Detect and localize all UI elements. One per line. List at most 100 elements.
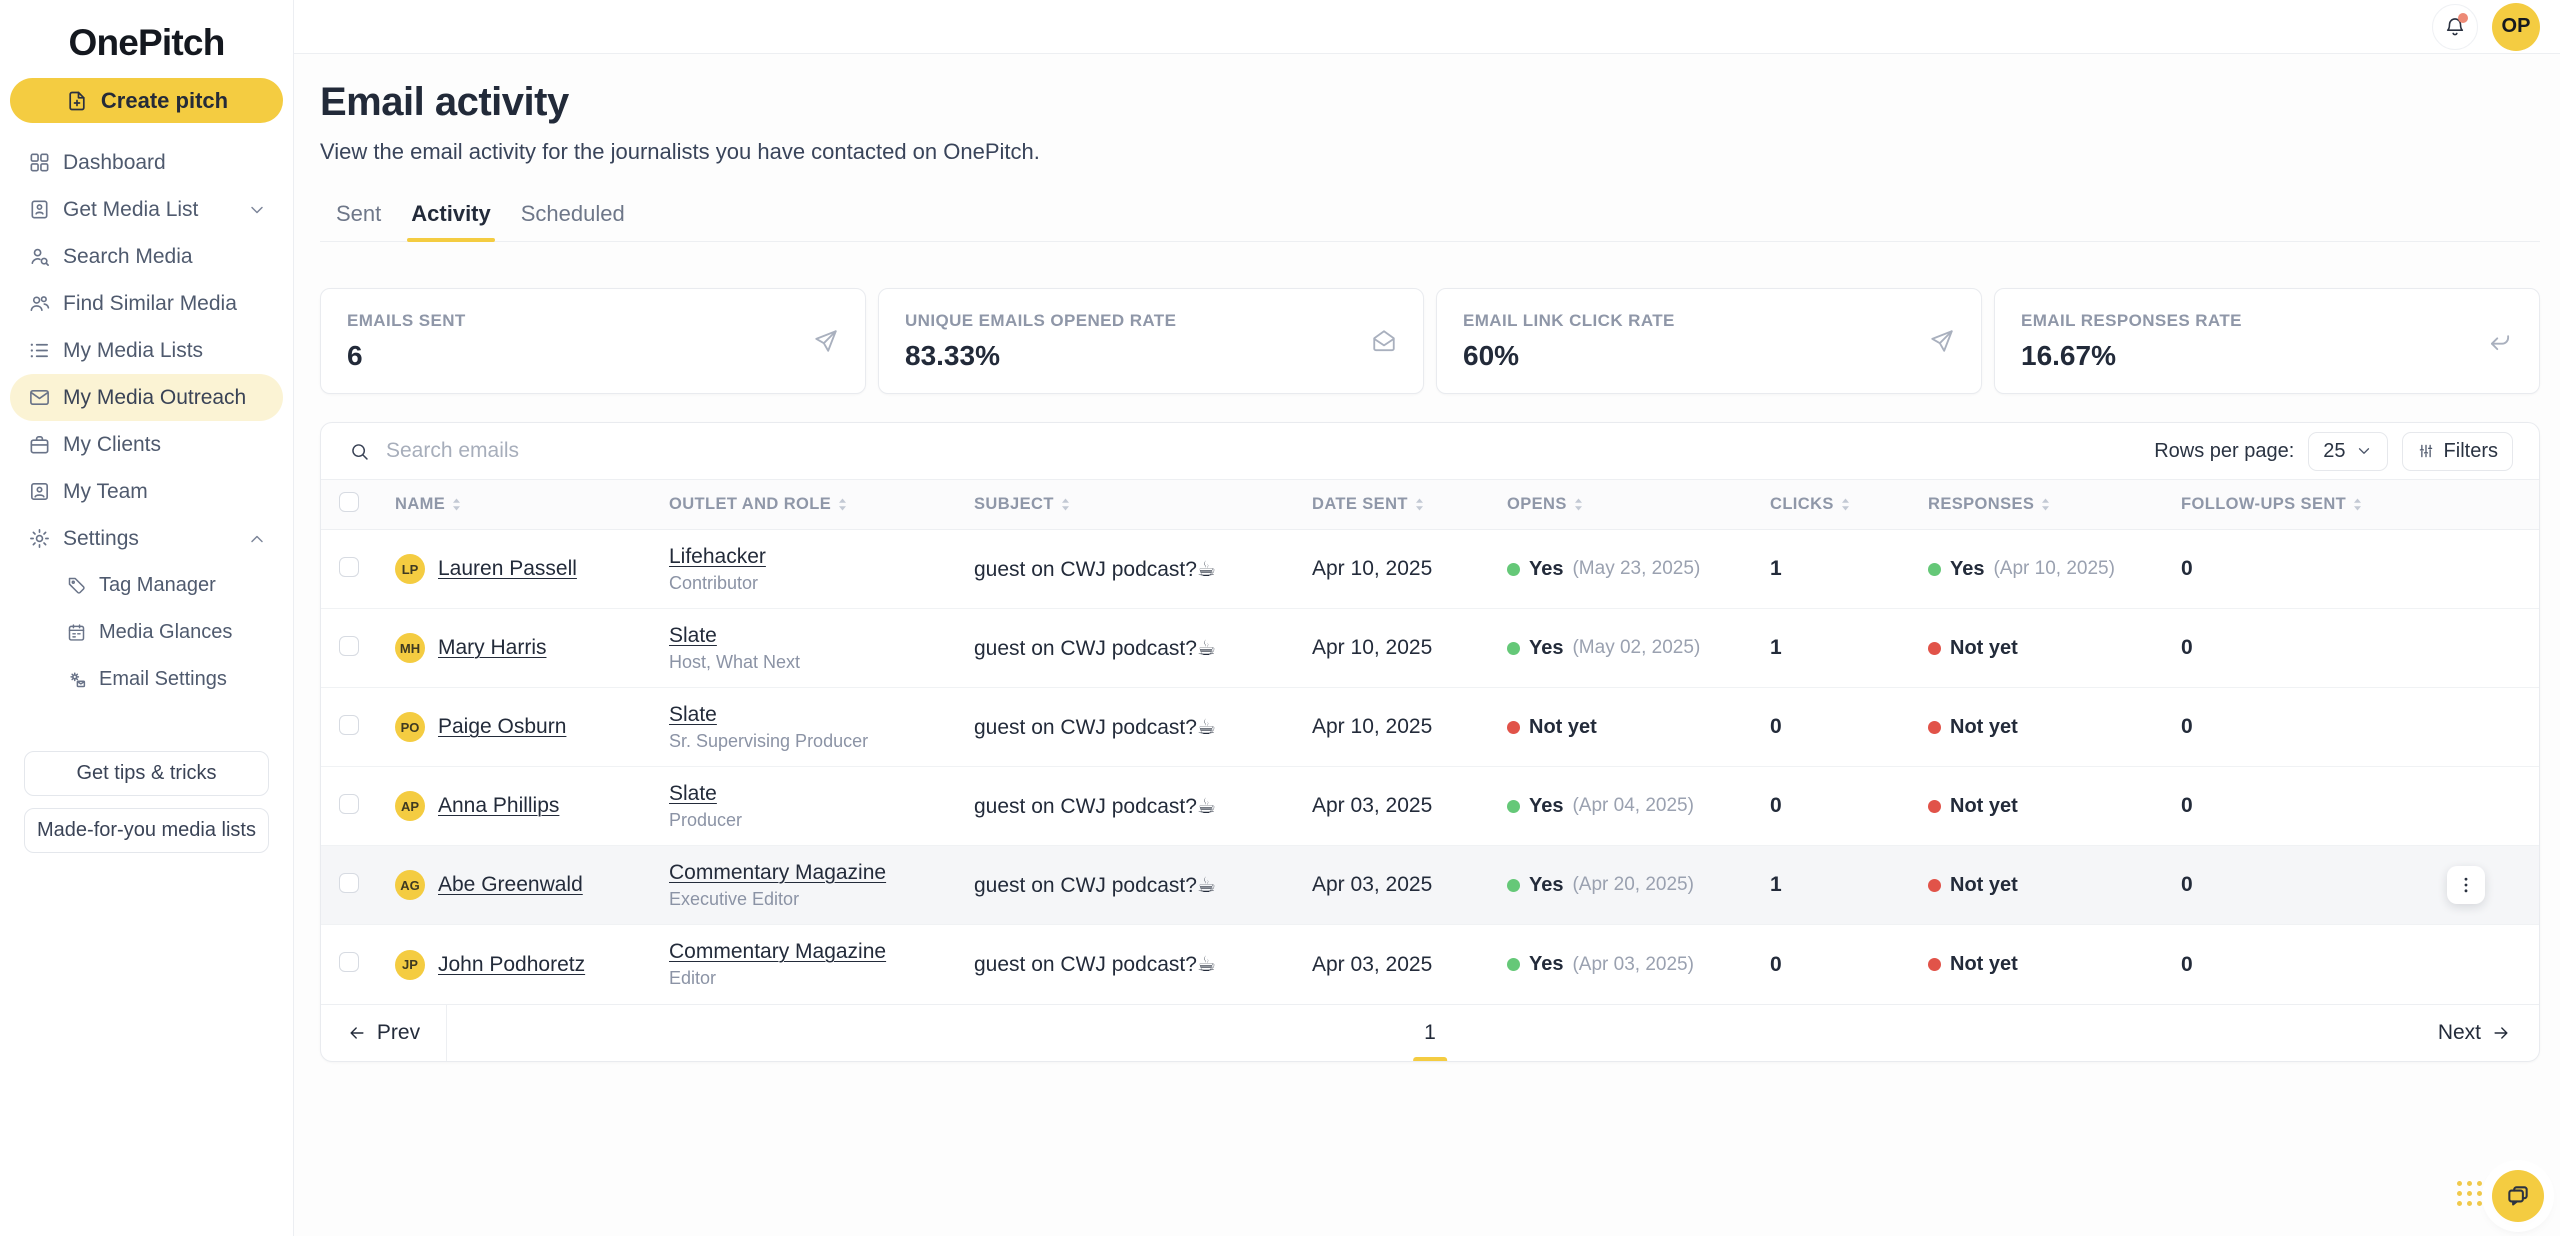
table-row[interactable]: LP Lauren Passell Lifehacker Contributor g… [321, 530, 2539, 609]
stat-card-responses-rate: EMAIL RESPONSES RATE 16.67% [1994, 288, 2540, 394]
clicks-count: 1 [1770, 557, 1782, 580]
sort-icon [453, 498, 461, 511]
table-row[interactable]: MH Mary Harris Slate Host, What Next guest… [321, 609, 2539, 688]
column-header-date-sent[interactable]: DATE SENT [1312, 495, 1507, 514]
next-page-button[interactable]: Next [2438, 1021, 2511, 1045]
column-header-clicks[interactable]: CLICKS [1770, 495, 1928, 514]
date-sent: Apr 03, 2025 [1312, 794, 1433, 817]
column-header-opens[interactable]: OPENS [1507, 495, 1770, 514]
sort-icon [1061, 498, 1069, 511]
sidebar-item-get-media-list[interactable]: Get Media List [10, 186, 283, 233]
outlet-link[interactable]: Lifehacker [669, 544, 766, 568]
journalist-name-link[interactable]: Lauren Passell [438, 557, 577, 580]
prev-page-button[interactable]: Prev [347, 1021, 420, 1045]
sidebar-item-settings[interactable]: Settings [10, 515, 283, 562]
clicks-count: 1 [1770, 873, 1782, 896]
page-number[interactable]: 1 [1413, 1005, 1447, 1061]
sidebar-item-my-team[interactable]: My Team [10, 468, 283, 515]
chat-bubbles-icon [2505, 1183, 2531, 1209]
clicks-count: 1 [1770, 636, 1782, 659]
chat-launcher-button[interactable] [2492, 1170, 2544, 1222]
row-checkbox[interactable] [339, 952, 359, 972]
email-activity-table: Rows per page: 25 Filters NAME OUTLET AN… [320, 422, 2540, 1062]
outlet-link[interactable]: Slate [669, 702, 717, 726]
opens-status-dot [1507, 641, 1520, 655]
page-title: Email activity [320, 80, 569, 124]
row-checkbox[interactable] [339, 872, 359, 893]
sidebar-item-my-clients[interactable]: My Clients [10, 421, 283, 468]
tab-activity[interactable]: Activity [407, 201, 496, 242]
column-header-followups[interactable]: FOLLOW-UPS SENT [2181, 495, 2441, 514]
select-all-checkbox[interactable] [339, 492, 359, 512]
sidebar-item-media-glances[interactable]: Media Glances [10, 609, 283, 656]
table-row[interactable]: JP John Podhoretz Commentary Magazine Edit… [321, 925, 2539, 1004]
row-checkbox[interactable] [339, 635, 359, 656]
rows-per-page-select[interactable]: 25 [2308, 431, 2388, 471]
kebab-icon [2456, 875, 2476, 895]
table-row[interactable]: AG Abe Greenwald Commentary Magazine Execu… [321, 846, 2539, 925]
tab-scheduled[interactable]: Scheduled [520, 201, 625, 226]
sidebar-item-my-media-lists[interactable]: My Media Lists [10, 327, 283, 374]
column-header-outlet[interactable]: OUTLET AND ROLE [669, 495, 974, 514]
notifications-button[interactable] [2432, 3, 2478, 50]
list-icon [28, 339, 51, 362]
outlet-link[interactable]: Slate [669, 623, 717, 647]
sidebar-item-my-media-outreach[interactable]: My Media Outreach [10, 374, 283, 421]
followups-count: 0 [2181, 715, 2193, 738]
outlet-link[interactable]: Slate [669, 781, 717, 805]
table-row[interactable]: PO Paige Osburn Slate Sr. Supervising Prod… [321, 688, 2539, 767]
date-sent: Apr 10, 2025 [1312, 715, 1433, 738]
person-search-icon [28, 245, 51, 268]
followups-count: 0 [2181, 873, 2193, 896]
journalist-name-link[interactable]: Abe Greenwald [438, 873, 583, 896]
opens-status-dot [1507, 799, 1520, 813]
search-input[interactable] [386, 439, 986, 463]
opens-status-dot [1507, 958, 1520, 971]
sidebar-item-search-media[interactable]: Search Media [10, 233, 283, 280]
settings-subnav: Tag Manager Media Glances Email Settings [0, 562, 293, 703]
journalist-role: Host, What Next [669, 651, 801, 672]
sidebar-item-dashboard[interactable]: Dashboard [10, 139, 283, 186]
responses-status: Not yet [1950, 636, 2018, 659]
row-menu-button[interactable] [2447, 866, 2485, 904]
sidebar-nav: Dashboard Get Media List Search Media Fi… [0, 139, 293, 703]
outlet-link[interactable]: Commentary Magazine [669, 940, 887, 963]
avatar: MH [395, 633, 425, 663]
column-header-name[interactable]: NAME [395, 495, 669, 514]
column-header-subject[interactable]: SUBJECT [974, 495, 1312, 514]
widget-drag-handle[interactable] [2457, 1181, 2482, 1206]
user-avatar[interactable]: OP [2492, 2, 2540, 51]
journalist-role: Contributor [669, 572, 759, 593]
create-pitch-button[interactable]: Create pitch [10, 78, 283, 123]
journalist-name-link[interactable]: Mary Harris [438, 636, 547, 659]
opens-date: (May 23, 2025) [1572, 558, 1701, 579]
get-tips-button[interactable]: Get tips & tricks [24, 751, 269, 796]
email-subject: guest on CWJ podcast?☕ [974, 715, 1216, 739]
gear-icon [28, 527, 51, 550]
stat-label: EMAIL LINK CLICK RATE [1463, 311, 1675, 330]
sidebar-item-label: Search Media [63, 244, 193, 268]
journalist-name-link[interactable]: Paige Osburn [438, 715, 567, 738]
journalist-role: Executive Editor [669, 888, 800, 909]
sidebar-item-label: My Media Lists [63, 338, 204, 362]
table-row[interactable]: AP Anna Phillips Slate Producer guest on C… [321, 767, 2539, 846]
responses-status-dot [1928, 720, 1941, 734]
table-body: LP Lauren Passell Lifehacker Contributor g… [321, 530, 2539, 1004]
row-checkbox[interactable] [339, 714, 359, 735]
made-for-you-lists-button[interactable]: Made-for-you media lists [24, 808, 269, 853]
envelope-icon [28, 386, 51, 409]
sidebar-item-find-similar-media[interactable]: Find Similar Media [10, 280, 283, 327]
journalist-name-link[interactable]: Anna Phillips [438, 794, 560, 817]
responses-status-dot [1928, 641, 1941, 655]
sidebar-item-email-settings[interactable]: Email Settings [10, 656, 283, 703]
date-sent: Apr 10, 2025 [1312, 557, 1433, 580]
tab-sent[interactable]: Sent [336, 201, 382, 226]
row-checkbox[interactable] [339, 793, 359, 814]
outlet-link[interactable]: Commentary Magazine [669, 860, 887, 884]
journalist-name-link[interactable]: John Podhoretz [438, 952, 586, 976]
sidebar-item-tag-manager[interactable]: Tag Manager [10, 562, 283, 609]
column-header-responses[interactable]: RESPONSES [1928, 495, 2181, 514]
row-checkbox[interactable] [339, 556, 359, 577]
filters-button[interactable]: Filters [2401, 431, 2513, 471]
sort-icon [1415, 498, 1423, 511]
